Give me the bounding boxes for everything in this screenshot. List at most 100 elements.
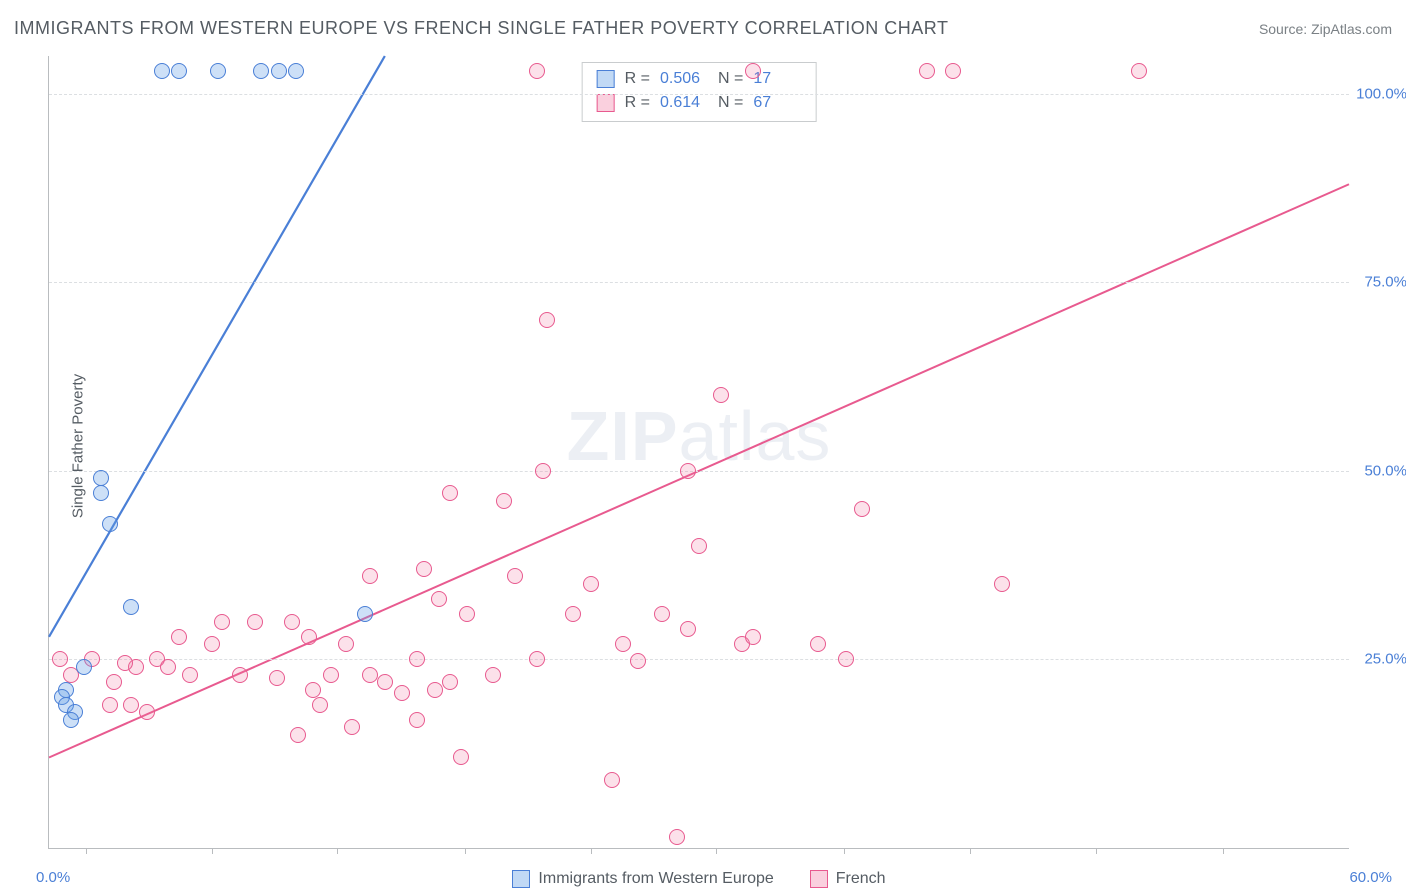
data-point-blue xyxy=(76,659,92,675)
y-tick-label: 75.0% xyxy=(1355,274,1406,291)
y-tick-label: 25.0% xyxy=(1355,651,1406,668)
data-point-pink xyxy=(117,655,133,671)
data-point-pink xyxy=(680,621,696,637)
data-point-pink xyxy=(102,697,118,713)
legend-label-blue: Immigrants from Western Europe xyxy=(538,870,773,888)
bottom-legend: Immigrants from Western Europe French xyxy=(49,870,1349,888)
plot-area: ZIPatlas R = 0.506 N = 17 R = 0.614 N = … xyxy=(48,56,1349,849)
data-point-pink xyxy=(312,697,328,713)
data-point-pink xyxy=(654,606,670,622)
data-point-pink xyxy=(453,749,469,765)
data-point-pink xyxy=(529,651,545,667)
chart-title: IMMIGRANTS FROM WESTERN EUROPE VS FRENCH… xyxy=(14,18,948,39)
data-point-pink xyxy=(854,501,870,517)
x-tick-mark xyxy=(844,848,845,854)
legend-label-pink: French xyxy=(836,870,886,888)
x-tick-mark xyxy=(1223,848,1224,854)
x-tick-mark xyxy=(1096,848,1097,854)
data-point-pink xyxy=(485,667,501,683)
swatch-blue-icon xyxy=(512,870,530,888)
data-point-blue xyxy=(123,599,139,615)
data-point-pink xyxy=(615,636,631,652)
data-point-pink xyxy=(416,561,432,577)
data-point-pink xyxy=(214,614,230,630)
swatch-pink-icon xyxy=(597,94,615,112)
y-tick-label: 100.0% xyxy=(1355,85,1406,102)
swatch-pink-icon xyxy=(810,870,828,888)
data-point-pink xyxy=(442,674,458,690)
x-tick-mark xyxy=(86,848,87,854)
data-point-pink xyxy=(919,63,935,79)
data-point-blue xyxy=(93,485,109,501)
data-point-pink xyxy=(409,712,425,728)
data-point-pink xyxy=(362,667,378,683)
data-point-pink xyxy=(1131,63,1147,79)
data-point-pink xyxy=(630,653,646,669)
data-point-pink xyxy=(945,63,961,79)
x-axis-start: 0.0% xyxy=(36,869,70,886)
data-point-pink xyxy=(171,629,187,645)
data-point-blue xyxy=(63,712,79,728)
stat-r-value-blue: 0.506 xyxy=(660,67,708,91)
x-axis-end: 60.0% xyxy=(1349,869,1392,886)
x-tick-mark xyxy=(970,848,971,854)
data-point-pink xyxy=(745,63,761,79)
data-point-pink xyxy=(284,614,300,630)
data-point-pink xyxy=(529,63,545,79)
x-tick-mark xyxy=(716,848,717,854)
data-point-blue xyxy=(357,606,373,622)
data-point-pink xyxy=(409,651,425,667)
data-point-pink xyxy=(442,485,458,501)
data-point-blue xyxy=(210,63,226,79)
data-point-blue xyxy=(271,63,287,79)
data-point-pink xyxy=(669,829,685,845)
gridline xyxy=(49,282,1349,283)
data-point-blue xyxy=(102,516,118,532)
data-point-pink xyxy=(745,629,761,645)
trend-lines xyxy=(49,56,1349,848)
data-point-pink xyxy=(994,576,1010,592)
source-label: Source: ZipAtlas.com xyxy=(1259,21,1392,37)
data-point-pink xyxy=(691,538,707,554)
data-point-pink xyxy=(427,682,443,698)
watermark: ZIPatlas xyxy=(567,396,832,476)
data-point-blue xyxy=(171,63,187,79)
data-point-pink xyxy=(604,772,620,788)
data-point-blue xyxy=(253,63,269,79)
legend-item-blue: Immigrants from Western Europe xyxy=(512,870,773,888)
x-tick-mark xyxy=(465,848,466,854)
data-point-pink xyxy=(232,667,248,683)
data-point-pink xyxy=(362,568,378,584)
data-point-pink xyxy=(583,576,599,592)
x-tick-mark xyxy=(591,848,592,854)
data-point-pink xyxy=(338,636,354,652)
data-point-pink xyxy=(431,591,447,607)
data-point-blue xyxy=(93,470,109,486)
data-point-pink xyxy=(344,719,360,735)
data-point-pink xyxy=(52,651,68,667)
data-point-pink xyxy=(507,568,523,584)
stat-r-label: R = xyxy=(625,67,650,91)
data-point-blue xyxy=(154,63,170,79)
stats-legend-box: R = 0.506 N = 17 R = 0.614 N = 67 xyxy=(582,62,817,122)
data-point-pink xyxy=(123,697,139,713)
data-point-pink xyxy=(459,606,475,622)
data-point-pink xyxy=(394,685,410,701)
data-point-pink xyxy=(539,312,555,328)
stat-n-label: N = xyxy=(718,67,743,91)
data-point-pink xyxy=(810,636,826,652)
x-tick-mark xyxy=(212,848,213,854)
data-point-pink xyxy=(204,636,220,652)
data-point-pink xyxy=(301,629,317,645)
data-point-pink xyxy=(680,463,696,479)
gridline xyxy=(49,94,1349,95)
gridline xyxy=(49,659,1349,660)
y-tick-label: 50.0% xyxy=(1355,462,1406,479)
data-point-pink xyxy=(269,670,285,686)
data-point-pink xyxy=(182,667,198,683)
data-point-pink xyxy=(565,606,581,622)
data-point-pink xyxy=(496,493,512,509)
x-tick-mark xyxy=(337,848,338,854)
data-point-pink xyxy=(838,651,854,667)
stats-row-blue: R = 0.506 N = 17 xyxy=(597,67,802,91)
